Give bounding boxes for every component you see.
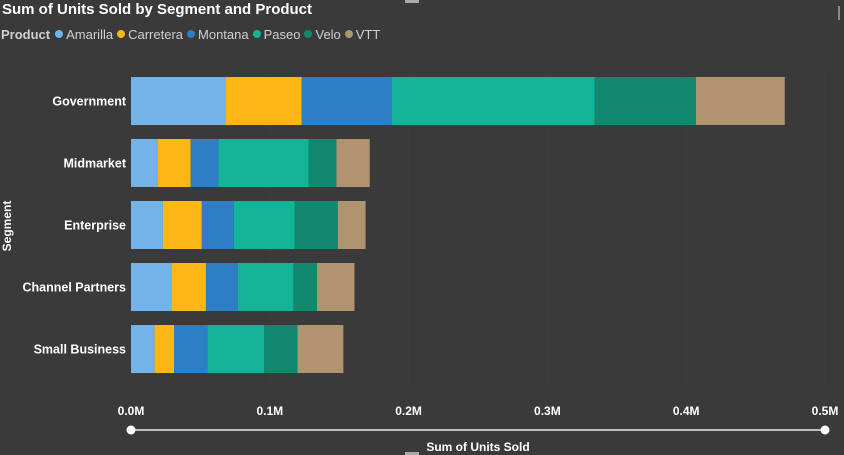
bar-small-business-amarilla[interactable] — [131, 325, 155, 373]
bar-small-business-montana[interactable] — [174, 325, 208, 373]
category-label: Channel Partners — [22, 281, 126, 295]
bar-enterprise-vtt[interactable] — [337, 201, 366, 249]
bar-small-business-paseo[interactable] — [207, 325, 265, 373]
bar-midmarket-vtt[interactable] — [336, 139, 370, 187]
category-labels: Government Midmarket Enterprise Channel Par… — [22, 95, 126, 357]
legend-label: Carretera — [128, 26, 184, 42]
category-label: Government — [52, 95, 126, 109]
bar-small-business-velo[interactable] — [264, 325, 298, 373]
category-label: Small Business — [34, 343, 126, 357]
bar-government-vtt[interactable] — [695, 77, 785, 125]
bar-midmarket-montana[interactable] — [190, 139, 219, 187]
x-tick-label: 0.4M — [673, 404, 700, 418]
legend-marker — [55, 30, 64, 38]
category-label: Enterprise — [64, 219, 126, 233]
y-axis-title: Segment — [0, 201, 14, 252]
x-tick-label: 0.3M — [534, 404, 561, 418]
bar-channel-partners-carretera[interactable] — [171, 263, 206, 311]
bar-enterprise-velo[interactable] — [294, 201, 338, 249]
x-tick-label: 0.0M — [118, 404, 145, 418]
bar-channel-partners-amarilla[interactable] — [131, 263, 172, 311]
bar-channel-partners-paseo[interactable] — [237, 263, 294, 311]
legend-item-vtt[interactable]: VTT — [344, 26, 381, 42]
legend-item-paseo[interactable]: Paseo — [252, 26, 301, 42]
legend-label: Velo — [315, 26, 341, 42]
bar-government-montana[interactable] — [301, 77, 392, 125]
bar-channel-partners-vtt[interactable] — [316, 263, 355, 311]
legend-marker — [344, 30, 353, 38]
bar-channel-partners-velo[interactable] — [293, 263, 317, 311]
bar-small-business-vtt[interactable] — [297, 325, 344, 373]
legend-item-carretera[interactable]: Carretera — [117, 27, 183, 42]
legend-title: Product — [1, 26, 51, 42]
chart-title: Sum of Units Sold by Segment and Product — [2, 1, 313, 18]
bar-midmarket-velo[interactable] — [308, 139, 337, 187]
x-tick-labels: 0.0M 0.1M 0.2M 0.3M 0.4M 0.5M — [118, 404, 839, 418]
x-axis-title: Sum of Units Sold — [426, 440, 529, 454]
bar-enterprise-carretera[interactable] — [162, 201, 202, 249]
legend-label: VTT — [355, 26, 381, 42]
legend-marker — [117, 30, 126, 38]
legend-item-montana[interactable]: Montana — [187, 27, 249, 42]
legend-label: Paseo — [263, 26, 301, 42]
bar-midmarket-paseo[interactable] — [218, 139, 309, 187]
legend-marker — [187, 30, 196, 38]
legend-item-amarilla[interactable]: Amarilla — [55, 27, 113, 42]
bar-midmarket-amarilla[interactable] — [131, 139, 158, 187]
legend-item-velo[interactable]: Velo — [304, 26, 341, 42]
x-tick-label: 0.5M — [812, 404, 839, 418]
bar-midmarket-carretera[interactable] — [157, 139, 191, 187]
legend-marker — [304, 30, 313, 38]
x-tick-label: 0.1M — [256, 404, 283, 418]
frame-corner-bottom — [405, 452, 419, 455]
bar-channel-partners-montana[interactable] — [205, 263, 238, 311]
frame-edge-right — [838, 6, 840, 20]
scroll-handle-right[interactable] — [820, 425, 830, 435]
bar-stacks — [131, 77, 785, 373]
scroll-handle-left[interactable] — [126, 425, 136, 435]
bar-enterprise-montana[interactable] — [201, 201, 234, 249]
bar-government-paseo[interactable] — [391, 77, 595, 125]
legend-label: Montana — [198, 26, 249, 42]
legend-marker — [252, 30, 261, 38]
bar-government-velo[interactable] — [594, 77, 696, 125]
frame-corner-top — [405, 0, 419, 3]
category-label: Midmarket — [63, 157, 126, 171]
x-tick-label: 0.2M — [395, 404, 422, 418]
legend-label: Amarilla — [66, 26, 114, 42]
bar-enterprise-amarilla[interactable] — [131, 201, 163, 249]
legend: Product Amarilla Carretera Montana Paseo Vel… — [1, 26, 384, 42]
bar-government-carretera[interactable] — [225, 77, 302, 125]
bar-government-amarilla[interactable] — [131, 77, 226, 125]
bar-enterprise-paseo[interactable] — [233, 201, 295, 249]
bar-small-business-carretera[interactable] — [154, 325, 175, 373]
